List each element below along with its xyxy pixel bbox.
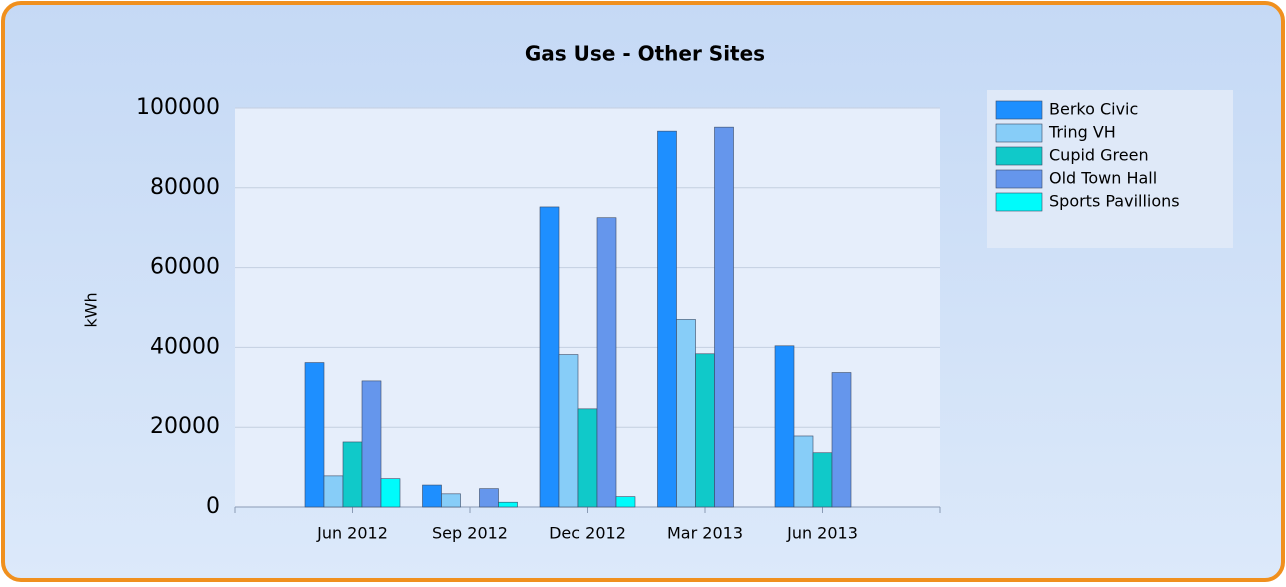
bar xyxy=(441,493,461,508)
legend-label: Old Town Hall xyxy=(1049,169,1157,188)
x-tick-label: Dec 2012 xyxy=(549,524,626,543)
bar xyxy=(539,206,560,508)
legend-label: Cupid Green xyxy=(1049,146,1149,165)
legend-swatch xyxy=(995,100,1043,120)
x-tick-label: Mar 2013 xyxy=(667,524,743,543)
y-tick-label: 80000 xyxy=(150,175,220,200)
bar xyxy=(793,435,814,508)
bar xyxy=(498,501,518,508)
bar xyxy=(676,319,696,508)
legend-swatch xyxy=(995,169,1043,189)
x-tick-label: Jun 2013 xyxy=(786,524,858,543)
bar xyxy=(657,130,677,508)
bar xyxy=(342,441,363,508)
bar xyxy=(831,372,852,508)
legend-swatch xyxy=(995,146,1043,166)
y-tick-label: 0 xyxy=(206,494,220,519)
bar xyxy=(361,380,382,508)
bar xyxy=(323,475,344,508)
bar xyxy=(479,488,499,508)
legend-label: Tring VH xyxy=(1048,123,1116,142)
legend-label: Berko Civic xyxy=(1049,100,1138,119)
bar xyxy=(596,217,617,508)
chart-title: Gas Use - Other Sites xyxy=(525,42,765,66)
y-tick-label: 20000 xyxy=(150,414,220,439)
legend-swatch xyxy=(995,123,1043,143)
bar xyxy=(304,362,325,508)
bar xyxy=(615,496,636,508)
bar xyxy=(774,345,795,508)
x-tick-label: Sep 2012 xyxy=(432,524,508,543)
y-tick-label: 100000 xyxy=(136,95,220,120)
y-tick-label: 60000 xyxy=(150,255,220,280)
legend-swatch xyxy=(995,192,1043,212)
x-tick-label: Jun 2012 xyxy=(316,524,388,543)
bar xyxy=(714,126,734,508)
bar xyxy=(812,452,833,508)
bar xyxy=(577,408,598,508)
bar xyxy=(558,354,579,508)
y-tick-label: 40000 xyxy=(150,334,220,359)
legend-label: Sports Pavillions xyxy=(1049,192,1180,211)
bar xyxy=(422,484,442,508)
bar xyxy=(695,353,715,508)
y-axis-label: kWh xyxy=(82,292,101,327)
bar xyxy=(380,478,401,508)
